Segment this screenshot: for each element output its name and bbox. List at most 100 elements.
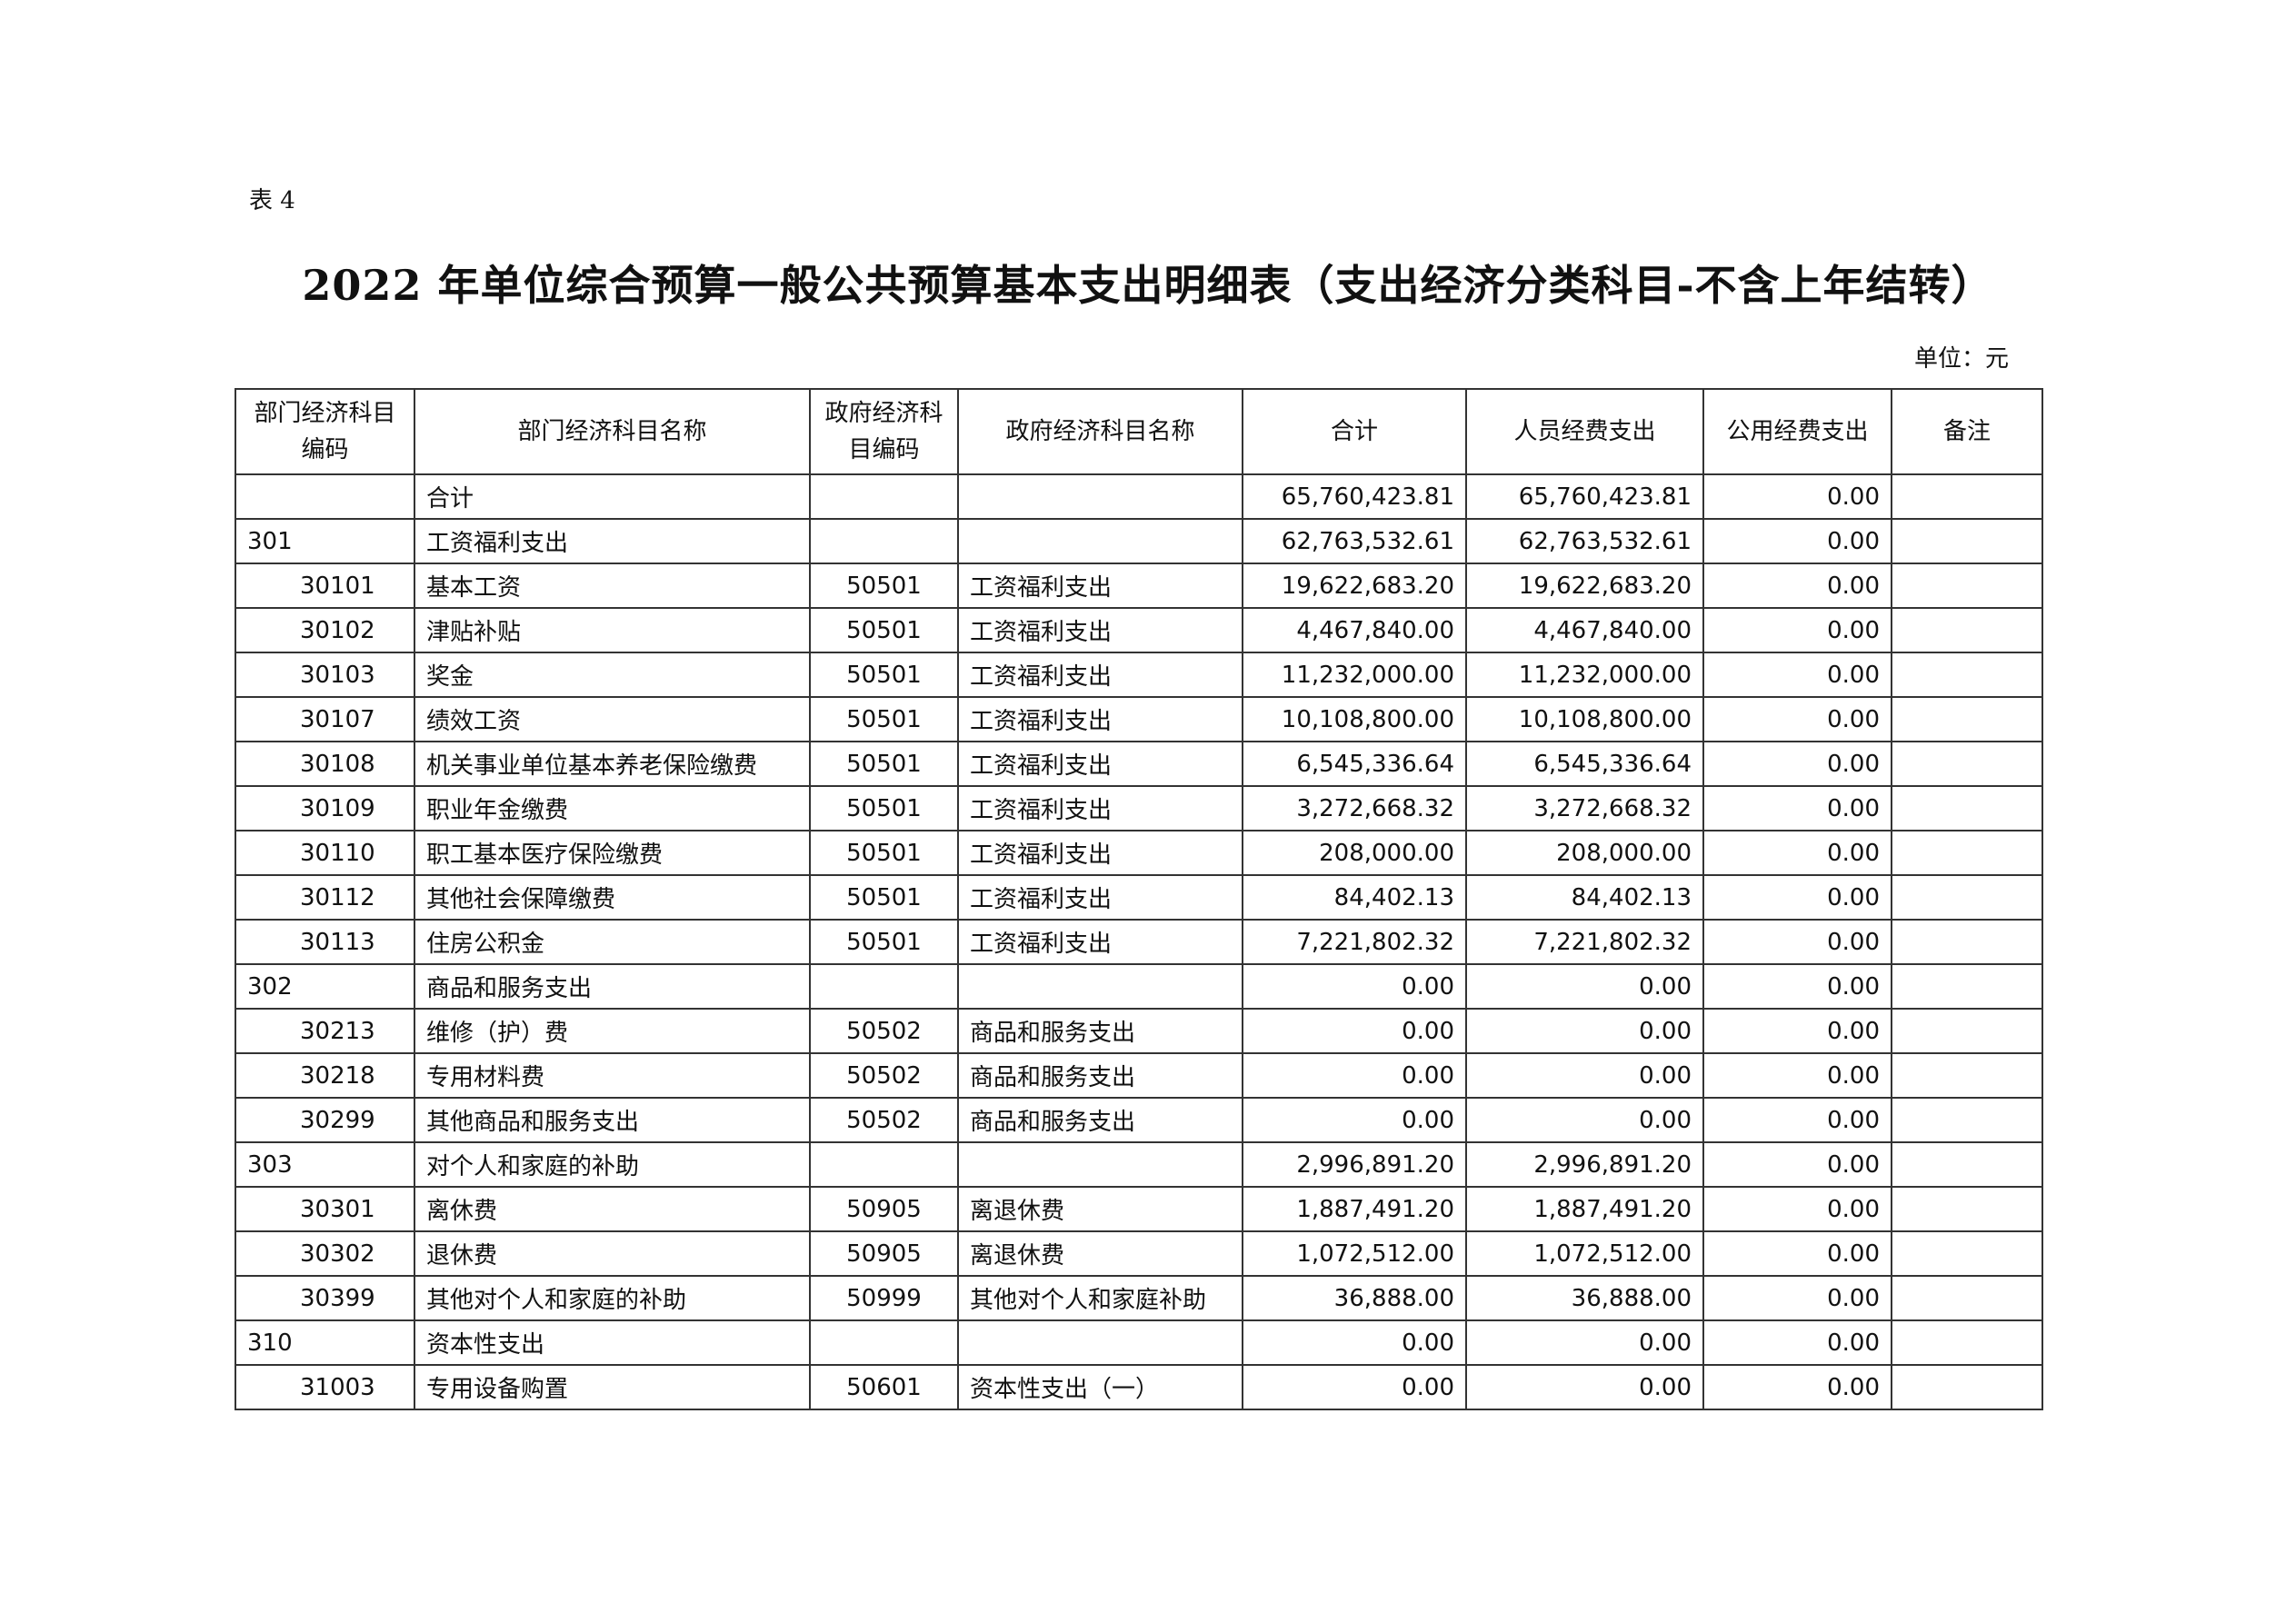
public-cell: 0.00 (1702, 1141, 1892, 1188)
gov-name-cell (957, 1319, 1243, 1366)
code-cell: 30107 (235, 696, 415, 742)
name-cell: 专用设备购置 (414, 1364, 811, 1410)
personnel-cell: 2,996,891.20 (1465, 1141, 1704, 1188)
personnel-cell: 1,072,512.00 (1465, 1230, 1704, 1277)
public-cell: 0.00 (1702, 741, 1892, 787)
gov-name-cell: 工资福利支出 (957, 785, 1243, 831)
gov-name-cell: 工资福利支出 (957, 563, 1243, 609)
public-cell: 0.00 (1702, 563, 1892, 609)
total-cell: 1,887,491.20 (1242, 1186, 1467, 1232)
public-cell: 0.00 (1702, 518, 1892, 564)
header-personnel: 人员经费支出 (1465, 388, 1704, 475)
table-row: 310 资本性支出 0.00 0.00 0.00 (235, 1319, 2043, 1366)
gov-name-cell (957, 963, 1243, 1010)
public-cell: 0.00 (1702, 963, 1892, 1010)
personnel-cell: 4,467,840.00 (1465, 607, 1704, 653)
total-cell: 0.00 (1242, 1364, 1467, 1410)
personnel-cell: 36,888.00 (1465, 1275, 1704, 1321)
total-cell: 0.00 (1242, 1097, 1467, 1143)
name-cell: 工资福利支出 (414, 518, 811, 564)
gov-code-cell: 50501 (809, 741, 959, 787)
name-cell: 其他对个人和家庭的补助 (414, 1275, 811, 1321)
note-cell (1891, 473, 2043, 520)
public-cell: 0.00 (1702, 830, 1892, 876)
total-cell: 84,402.13 (1242, 874, 1467, 921)
total-cell: 1,072,512.00 (1242, 1230, 1467, 1277)
gov-code-cell: 50999 (809, 1275, 959, 1321)
code-cell: 30110 (235, 830, 415, 876)
note-cell (1891, 830, 2043, 876)
table-row: 30213 维修（护）费 50502 商品和服务支出 0.00 0.00 0.00 (235, 1008, 2043, 1054)
unit-label: 单位：元 (1913, 345, 2009, 373)
personnel-cell: 84,402.13 (1465, 874, 1704, 921)
table-row: 30113 住房公积金 50501 工资福利支出 7,221,802.32 7,221,8… (235, 919, 2043, 965)
total-cell: 0.00 (1242, 1008, 1467, 1054)
code-cell: 302 (235, 963, 415, 1010)
gov-code-cell: 50601 (809, 1364, 959, 1410)
gov-name-cell: 工资福利支出 (957, 830, 1243, 876)
page-title: 2022 年单位综合预算一般公共预算基本支出明细表（支出经济分类科目-不含上年结… (302, 261, 1994, 310)
total-cell: 2,996,891.20 (1242, 1141, 1467, 1188)
personnel-cell: 0.00 (1465, 1364, 1704, 1410)
code-cell: 30301 (235, 1186, 415, 1232)
table-row: 30301 离休费 50905 离退休费 1,887,491.20 1,887,491.2… (235, 1186, 2043, 1232)
header-dept-name: 部门经济科目名称 (414, 388, 811, 475)
gov-name-cell: 工资福利支出 (957, 696, 1243, 742)
public-cell: 0.00 (1702, 919, 1892, 965)
table-row: 30101 基本工资 50501 工资福利支出 19,622,683.20 19,622,… (235, 563, 2043, 609)
gov-name-cell (957, 473, 1243, 520)
code-cell: 303 (235, 1141, 415, 1188)
personnel-cell: 6,545,336.64 (1465, 741, 1704, 787)
public-cell: 0.00 (1702, 607, 1892, 653)
name-cell: 绩效工资 (414, 696, 811, 742)
table-number-label: 表 4 (249, 187, 295, 214)
code-cell: 30102 (235, 607, 415, 653)
gov-code-cell: 50501 (809, 696, 959, 742)
personnel-cell: 0.00 (1465, 1052, 1704, 1099)
code-cell: 310 (235, 1319, 415, 1366)
name-cell: 职业年金缴费 (414, 785, 811, 831)
note-cell (1891, 563, 2043, 609)
name-cell: 专用材料费 (414, 1052, 811, 1099)
note-cell (1891, 1364, 2043, 1410)
note-cell (1891, 696, 2043, 742)
note-cell (1891, 1141, 2043, 1188)
public-cell: 0.00 (1702, 1275, 1892, 1321)
note-cell (1891, 1052, 2043, 1099)
code-cell: 30399 (235, 1275, 415, 1321)
gov-code-cell (809, 473, 959, 520)
name-cell: 合计 (414, 473, 811, 520)
gov-name-cell: 商品和服务支出 (957, 1097, 1243, 1143)
note-cell (1891, 919, 2043, 965)
table-row: 30299 其他商品和服务支出 50502 商品和服务支出 0.00 0.00 0.00 (235, 1097, 2043, 1143)
total-cell: 10,108,800.00 (1242, 696, 1467, 742)
note-cell (1891, 1319, 2043, 1366)
gov-code-cell: 50502 (809, 1097, 959, 1143)
name-cell: 对个人和家庭的补助 (414, 1141, 811, 1188)
public-cell: 0.00 (1702, 696, 1892, 742)
public-cell: 0.00 (1702, 1364, 1892, 1410)
code-cell: 30218 (235, 1052, 415, 1099)
header-row: 部门经济科目编码 部门经济科目名称 政府经济科目编码 政府经济科目名称 合计 人… (235, 388, 2043, 475)
gov-code-cell: 50905 (809, 1230, 959, 1277)
note-cell (1891, 518, 2043, 564)
gov-name-cell: 离退休费 (957, 1186, 1243, 1232)
total-cell: 11,232,000.00 (1242, 652, 1467, 698)
header-gov-code: 政府经济科目编码 (809, 388, 959, 475)
name-cell: 基本工资 (414, 563, 811, 609)
public-cell: 0.00 (1702, 874, 1892, 921)
gov-code-cell (809, 1141, 959, 1188)
gov-name-cell: 工资福利支出 (957, 607, 1243, 653)
total-cell: 65,760,423.81 (1242, 473, 1467, 520)
gov-name-cell (957, 1141, 1243, 1188)
code-cell: 30302 (235, 1230, 415, 1277)
header-note: 备注 (1891, 388, 2043, 475)
gov-code-cell: 50905 (809, 1186, 959, 1232)
public-cell: 0.00 (1702, 1186, 1892, 1232)
note-cell (1891, 785, 2043, 831)
note-cell (1891, 741, 2043, 787)
table-row: 30112 其他社会保障缴费 50501 工资福利支出 84,402.13 84,402.… (235, 874, 2043, 921)
public-cell: 0.00 (1702, 1319, 1892, 1366)
note-cell (1891, 607, 2043, 653)
name-cell: 职工基本医疗保险缴费 (414, 830, 811, 876)
